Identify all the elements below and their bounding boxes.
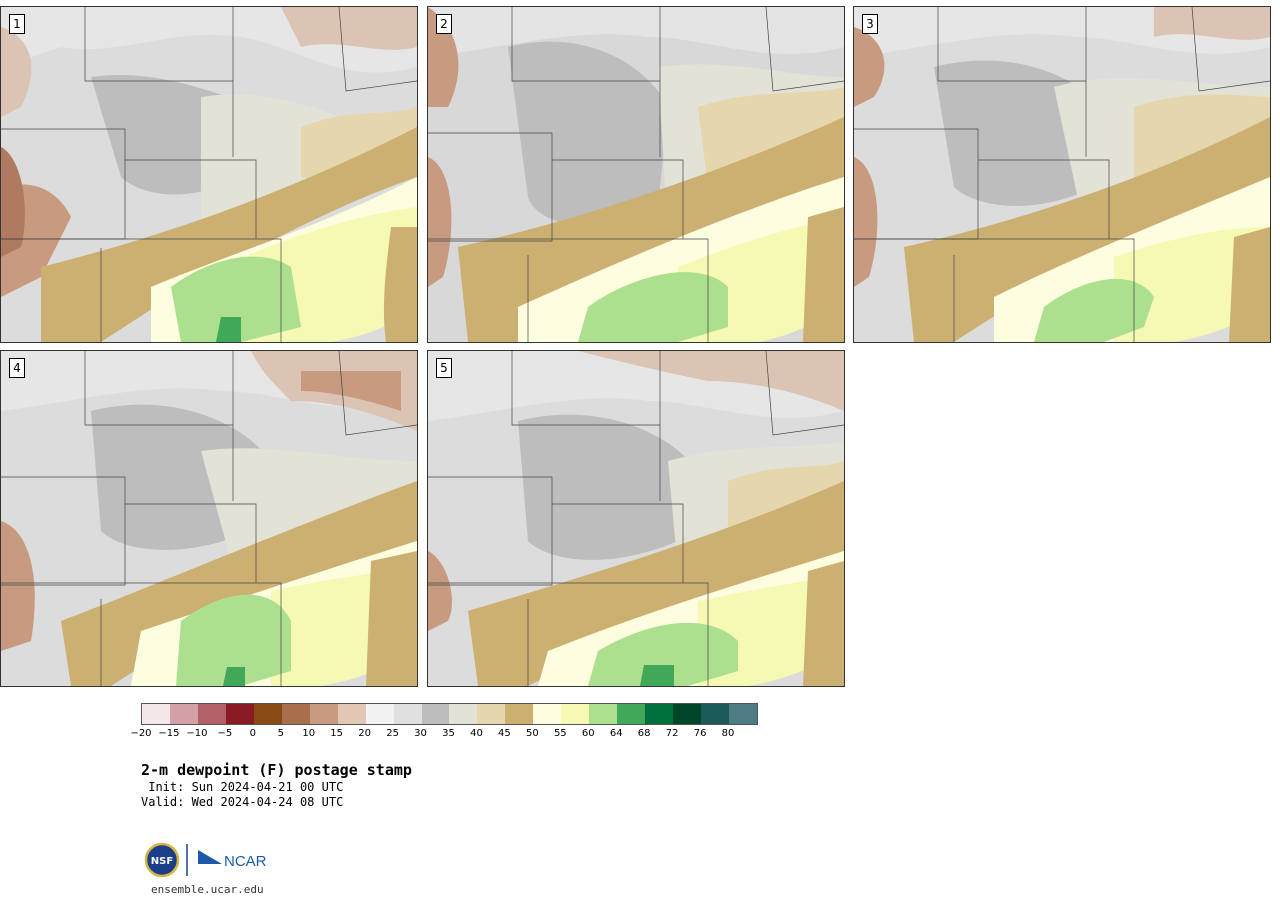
colorbar-segment — [701, 704, 730, 724]
colorbar-tick-label: 5 — [277, 728, 284, 739]
plot-title: 2-m dewpoint (F) postage stamp — [141, 761, 412, 779]
panel-number-4: 4 — [9, 358, 25, 378]
colorbar-tick-label: −5 — [217, 728, 233, 739]
nsf-ncar-logo: NSF NCAR — [144, 842, 267, 878]
colorbar-tick-label: 0 — [249, 728, 256, 739]
colorbar-segment — [253, 704, 282, 724]
colorbar-segment — [477, 704, 506, 724]
init-time: Init: Sun 2024-04-21 00 UTC — [141, 780, 344, 794]
colorbar-segment — [589, 704, 618, 724]
colorbar-tick-label: 45 — [498, 728, 511, 739]
colorbar-segment — [337, 704, 366, 724]
colorbar-tick-label: 30 — [414, 728, 427, 739]
colorbar-segment — [729, 704, 757, 724]
colorbar-tick-label: 35 — [442, 728, 455, 739]
colorbar-segment — [673, 704, 702, 724]
colorbar-segment — [645, 704, 674, 724]
colorbar-segment — [365, 704, 394, 724]
ncar-logo-icon — [198, 850, 222, 864]
colorbar-tick-label: 68 — [637, 728, 651, 739]
colorbar-segment — [197, 704, 226, 724]
colorbar-segment — [281, 704, 310, 724]
member-panel-2[interactable]: 2 — [427, 6, 845, 343]
colorbar-segment — [449, 704, 478, 724]
panel-number-3: 3 — [862, 14, 878, 34]
dewpoint-map-2 — [428, 7, 844, 342]
dewpoint-map-1 — [1, 7, 417, 342]
colorbar — [141, 703, 758, 725]
colorbar-tick-label: 40 — [470, 728, 483, 739]
colorbar-tick-label: 60 — [581, 728, 595, 739]
nsf-logo-text: NSF — [151, 856, 173, 867]
colorbar-segment — [309, 704, 338, 724]
colorbar-segment — [142, 704, 170, 724]
logos: NSF NCAR — [144, 842, 274, 882]
colorbar-tick-label: 72 — [665, 728, 679, 739]
colorbar-segment — [533, 704, 562, 724]
colorbar-tick-label: 64 — [609, 728, 623, 739]
colorbar-tick-label: −10 — [186, 728, 208, 739]
colorbar-tick-label: 50 — [525, 728, 539, 739]
colorbar-segment — [505, 704, 534, 724]
dewpoint-map-3 — [854, 7, 1270, 342]
valid-time: Valid: Wed 2024-04-24 08 UTC — [141, 795, 344, 809]
colorbar-tick-label: 20 — [358, 728, 371, 739]
member-panel-5[interactable]: 5 — [427, 350, 845, 687]
colorbar-ticks: −20 −15 −10 −5 0 5 10 15 20 25 30 35 40 45 50 55 60 64 68 7… — [130, 728, 756, 742]
dewpoint-map-5 — [428, 351, 844, 686]
nsf-logo-icon — [144, 842, 180, 878]
colorbar-tick-label: 80 — [721, 728, 735, 739]
colorbar-segment — [421, 704, 450, 724]
member-panel-1[interactable]: 1 — [0, 6, 418, 343]
colorbar-tick-label: −15 — [158, 728, 180, 739]
member-panel-4[interactable]: 4 — [0, 350, 418, 687]
panel-number-5: 5 — [436, 358, 452, 378]
colorbar-tick-label: −20 — [130, 728, 152, 739]
panel-number-1: 1 — [9, 14, 25, 34]
colorbar-tick-label: 10 — [302, 728, 316, 739]
panel-number-2: 2 — [436, 14, 452, 34]
colorbar-segment — [225, 704, 254, 724]
dewpoint-map-4 — [1, 351, 417, 686]
colorbar-segment — [393, 704, 422, 724]
colorbar-tick-label: 25 — [386, 728, 399, 739]
site-url: ensemble.ucar.edu — [151, 883, 264, 896]
member-panel-3[interactable]: 3 — [853, 6, 1271, 343]
colorbar-tick-label: 76 — [693, 728, 707, 739]
colorbar-segment — [617, 704, 646, 724]
colorbar-segment — [169, 704, 198, 724]
colorbar-tick-label: 15 — [330, 728, 344, 739]
colorbar-tick-label: 55 — [553, 728, 567, 739]
colorbar-segment — [561, 704, 590, 724]
ncar-logo-text: NCAR — [224, 853, 267, 870]
